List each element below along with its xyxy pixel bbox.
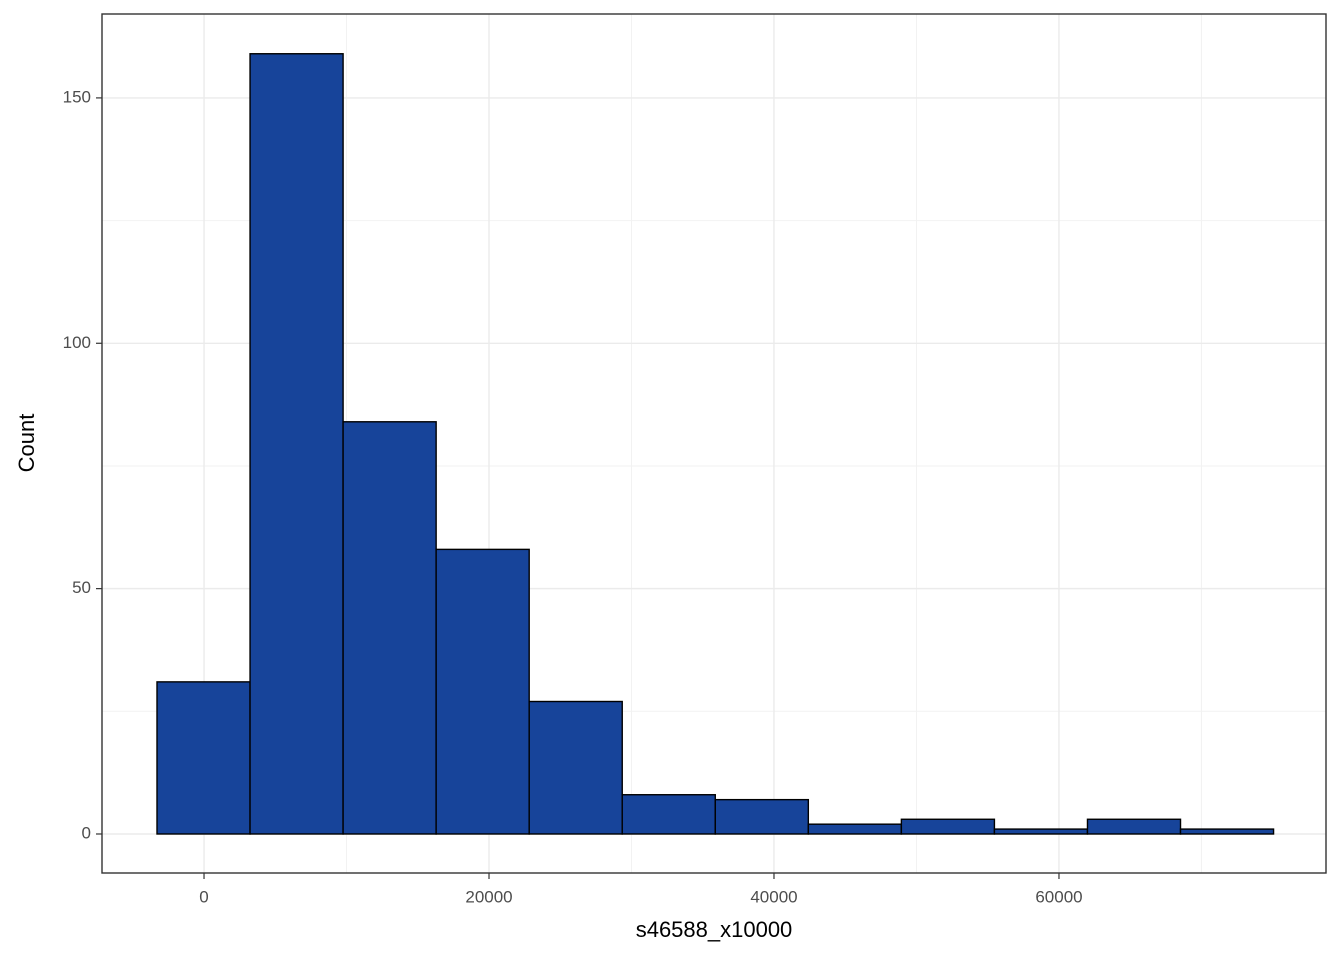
bar bbox=[621, 794, 716, 835]
axes: 0 20000 40000 60000 0 50 100 150 bbox=[63, 13, 1327, 906]
bar bbox=[1179, 828, 1275, 835]
y-tick-label: 150 bbox=[63, 87, 91, 106]
bar bbox=[1086, 818, 1182, 835]
y-axis-title: Count bbox=[14, 414, 39, 473]
y-tick-label: 100 bbox=[63, 333, 91, 352]
bar bbox=[714, 798, 810, 835]
x-axis-title: s46588_x10000 bbox=[636, 917, 793, 942]
bar bbox=[900, 818, 996, 835]
bar bbox=[528, 700, 623, 835]
y-tick-label: 0 bbox=[82, 823, 91, 842]
panel-border bbox=[101, 13, 1327, 874]
bar bbox=[156, 681, 251, 835]
bars bbox=[156, 53, 1275, 835]
x-tick-label: 0 bbox=[199, 887, 208, 906]
bar bbox=[807, 823, 903, 835]
bar bbox=[435, 548, 530, 835]
x-tick-label: 40000 bbox=[750, 887, 797, 906]
bar bbox=[993, 828, 1089, 835]
bar bbox=[249, 53, 344, 835]
x-tick-label: 20000 bbox=[465, 887, 512, 906]
x-tick-label: 60000 bbox=[1035, 887, 1082, 906]
y-tick-label: 50 bbox=[72, 578, 91, 597]
bar bbox=[342, 421, 437, 835]
